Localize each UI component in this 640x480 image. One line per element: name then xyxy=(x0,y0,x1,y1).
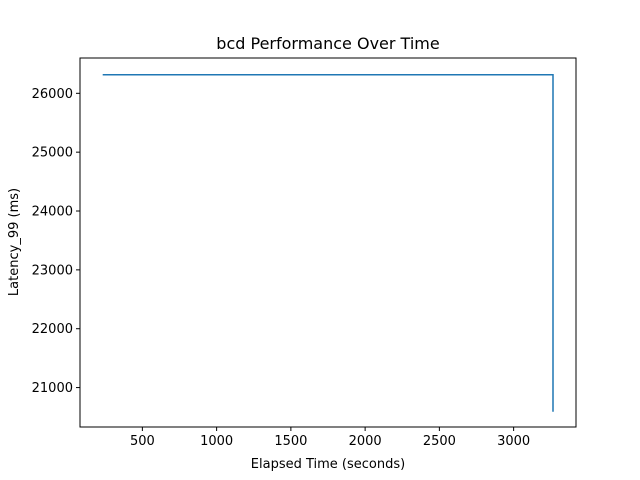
plot-frame xyxy=(79,57,577,428)
y-axis-label: Latency_99 (ms) xyxy=(7,188,22,296)
y-tick-label: 25000 xyxy=(32,146,73,161)
chart-title: bcd Performance Over Time xyxy=(216,34,439,53)
y-tick-label: 24000 xyxy=(32,205,73,220)
y-tick-label: 21000 xyxy=(32,381,73,396)
x-tick-label: 2500 xyxy=(423,434,456,449)
x-axis-ticks: 500 1000 1500 2000 2500 3000 xyxy=(130,427,530,449)
y-tick-label: 23000 xyxy=(32,263,73,278)
plot-area xyxy=(102,74,554,412)
x-tick-label: 2000 xyxy=(349,434,382,449)
series-line-0 xyxy=(102,74,554,412)
x-tick-label: 1000 xyxy=(200,434,233,449)
x-tick-label: 500 xyxy=(130,434,155,449)
x-axis-label: Elapsed Time (seconds) xyxy=(251,457,405,472)
x-tick-label: 3000 xyxy=(497,434,530,449)
y-axis-ticks: 21000 22000 23000 24000 25000 26000 xyxy=(32,87,80,396)
y-tick-label: 26000 xyxy=(32,87,73,102)
y-tick-label: 22000 xyxy=(32,322,73,337)
x-tick-label: 1500 xyxy=(274,434,307,449)
